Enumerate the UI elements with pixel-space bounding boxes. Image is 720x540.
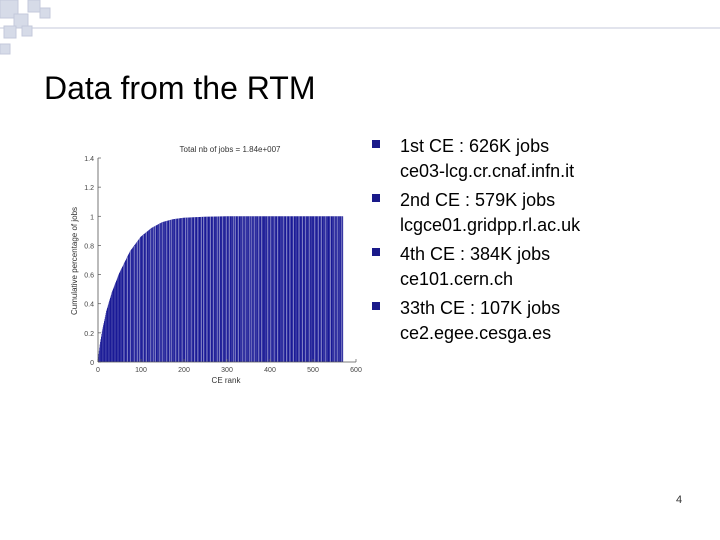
- x-tick-label: 400: [264, 367, 276, 374]
- bullet-subtext: ce03-lcg.cr.cnaf.infn.it: [400, 161, 575, 181]
- y-tick-label: 1.2: [84, 185, 94, 192]
- x-tick-label: 600: [350, 367, 362, 374]
- bullet-item: 2nd CE : 579K jobs lcgce01.gridpp.rl.ac.…: [372, 188, 712, 238]
- decoration-square: [13, 13, 29, 29]
- bar-series: [98, 216, 344, 362]
- slide-title: Data from the RTM: [44, 70, 316, 106]
- y-tick-label: 1: [90, 214, 94, 221]
- bullet-list: 1st CE : 626K jobs ce03-lcg.cr.cnaf.infn…: [372, 134, 712, 350]
- y-tick-label: 1.4: [84, 156, 94, 163]
- y-tick-label: 0.8: [84, 243, 94, 250]
- x-tick-label: 100: [135, 367, 147, 374]
- bullet-text: 4th CE : 384K jobs: [400, 244, 551, 264]
- y-axis-label: Cumulative percentage of jobs: [70, 207, 79, 315]
- x-tick-label: 200: [178, 367, 190, 374]
- x-tick-label: 0: [96, 367, 100, 374]
- decoration-square: [21, 25, 33, 37]
- bullet-text: 1st CE : 626K jobs: [400, 136, 550, 156]
- x-tick-label: 500: [307, 367, 319, 374]
- bullet-item: 33th CE : 107K jobs ce2.egee.cesga.es: [372, 296, 712, 346]
- x-tick-label: 300: [221, 367, 233, 374]
- bullet-subtext: ce2.egee.cesga.es: [400, 323, 552, 343]
- y-tick-label: 0: [90, 360, 94, 367]
- decoration-square: [0, 43, 11, 55]
- chart-title: Total nb of jobs = 1.84e+007: [180, 145, 282, 154]
- bullet-subtext: ce101.cern.ch: [400, 269, 514, 289]
- bullet-text: 33th CE : 107K jobs: [400, 298, 561, 318]
- y-tick-label: 0.4: [84, 302, 94, 309]
- y-tick-label: 0.2: [84, 331, 94, 338]
- bullet-text: 2nd CE : 579K jobs: [400, 190, 556, 210]
- x-axis-label: CE rank: [212, 376, 242, 385]
- page-number: 4: [676, 494, 683, 506]
- square-bullet-icon: [372, 194, 380, 202]
- square-bullet-icon: [372, 248, 380, 256]
- slide-decoration: [0, 0, 720, 55]
- square-bullet-icon: [372, 302, 380, 310]
- bullet-subtext: lcgce01.gridpp.rl.ac.uk: [400, 215, 581, 235]
- bullet-item: 4th CE : 384K jobs ce101.cern.ch: [372, 242, 712, 292]
- decoration-square: [3, 25, 17, 39]
- y-tick-label: 0.6: [84, 273, 94, 280]
- decoration-square: [39, 7, 51, 19]
- square-bullet-icon: [372, 140, 380, 148]
- bullet-item: 1st CE : 626K jobs ce03-lcg.cr.cnaf.infn…: [372, 134, 712, 184]
- decoration-square: [27, 0, 41, 13]
- cumulative-jobs-chart: Total nb of jobs = 1.84e+007 Cumulative …: [70, 145, 362, 385]
- chart-axes: 0 0.2 0.4 0.6 0.8 1 1.2 1.4 0 100 200 300 400 500 600: [84, 156, 362, 374]
